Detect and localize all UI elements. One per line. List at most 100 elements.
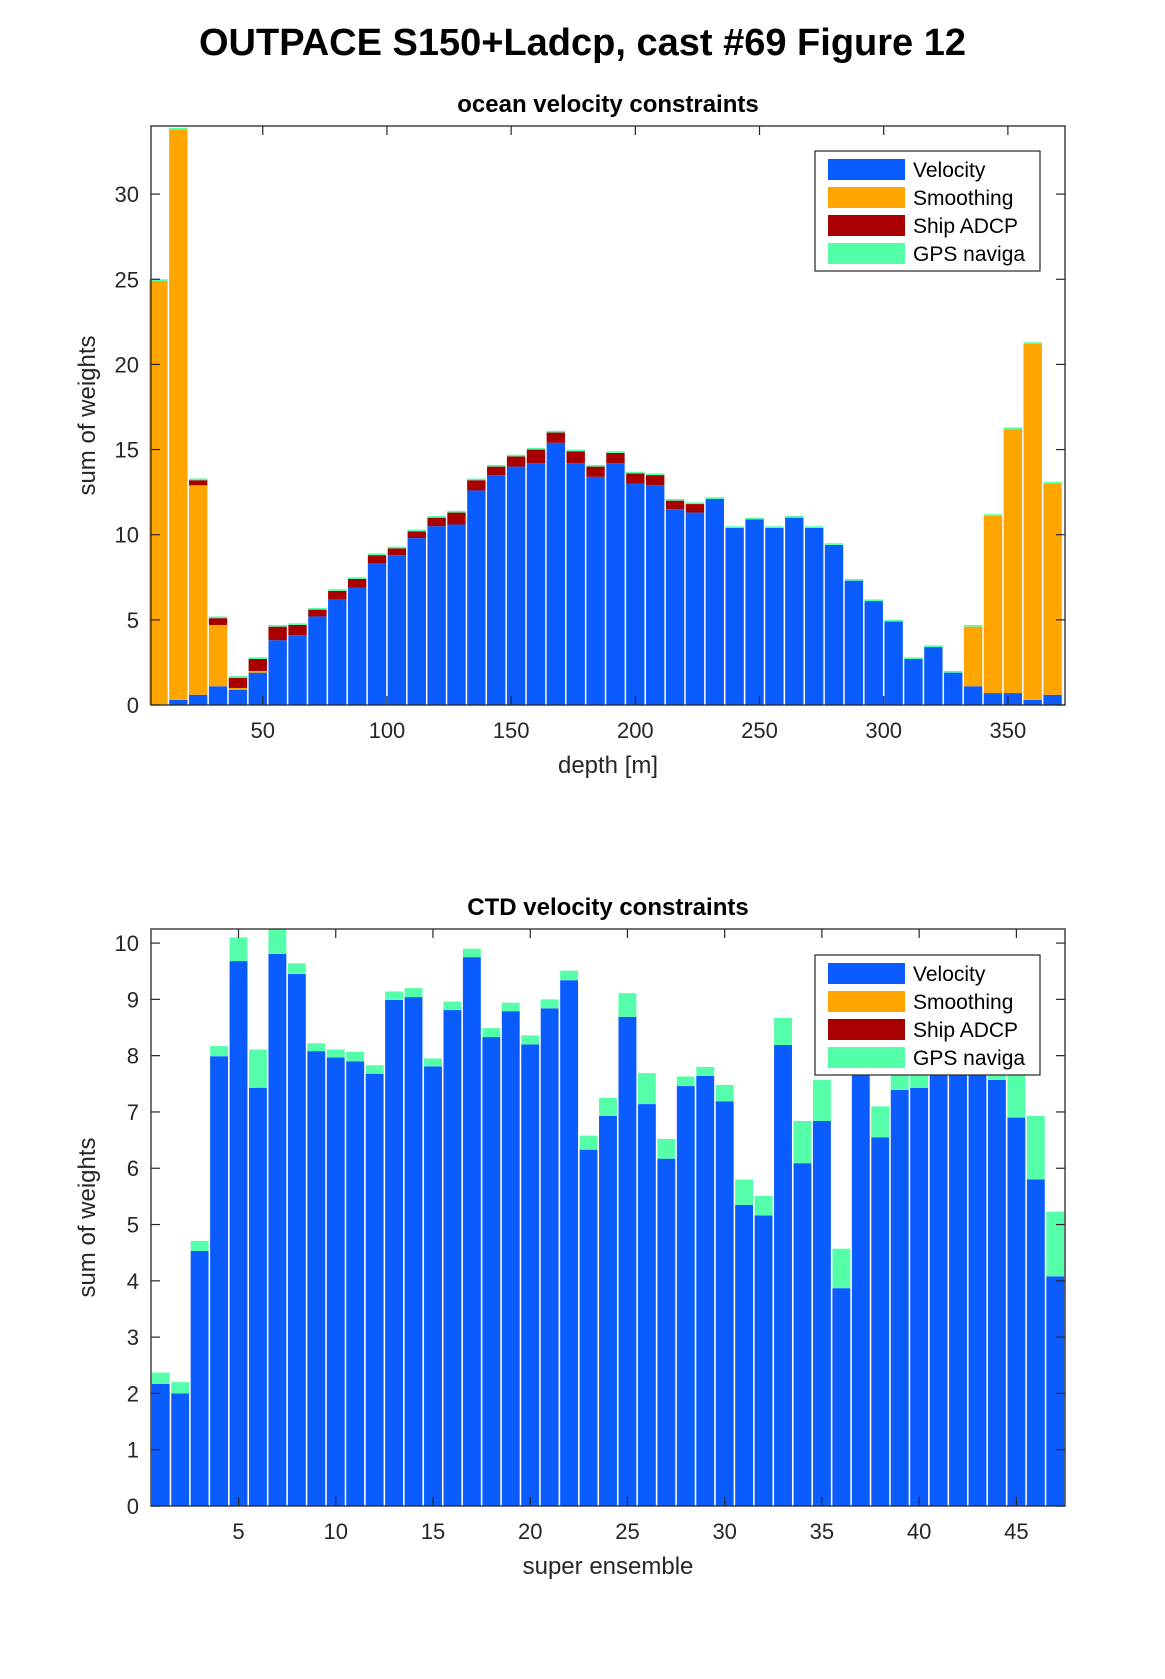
y-axis-label: sum of weights bbox=[74, 1137, 101, 1297]
bar-segment-smoothing bbox=[169, 129, 188, 700]
bar-segment-velocity bbox=[347, 587, 367, 705]
y-tick-label: 5 bbox=[127, 608, 139, 633]
x-tick-label: 45 bbox=[1004, 1519, 1028, 1544]
bar-segment-velocity bbox=[1043, 694, 1062, 705]
bar-segment-ship-adcp bbox=[626, 473, 645, 484]
bar-segment-velocity bbox=[189, 694, 208, 705]
bar-segment-velocity bbox=[832, 1288, 851, 1506]
x-tick-label: 100 bbox=[369, 718, 406, 743]
bar-segment-gps-naviga bbox=[268, 929, 287, 954]
bar-segment-gps-naviga bbox=[208, 616, 228, 619]
bar-segment-velocity bbox=[249, 1087, 267, 1506]
legend-swatch bbox=[828, 159, 905, 180]
bar-segment-ship-adcp bbox=[328, 590, 347, 600]
bar-segment-gps-naviga bbox=[793, 1120, 812, 1164]
bar-segment-velocity bbox=[929, 1061, 948, 1506]
bar-segment-gps-naviga bbox=[482, 1028, 501, 1038]
bar-segment-velocity bbox=[754, 1215, 773, 1506]
bar-segment-gps-naviga bbox=[268, 624, 287, 627]
bar-segment-velocity bbox=[287, 974, 306, 1506]
bar-segment-gps-naviga bbox=[646, 473, 665, 476]
legend-label: Smoothing bbox=[913, 991, 1013, 1014]
bar-segment-gps-naviga bbox=[904, 657, 923, 660]
legend-label: GPS naviga bbox=[913, 1047, 1025, 1070]
bar-segment-velocity bbox=[208, 686, 228, 705]
bar-segment-gps-naviga bbox=[328, 589, 347, 591]
bar-segment-gps-naviga bbox=[637, 1073, 656, 1105]
bar-segment-gps-naviga bbox=[676, 1076, 695, 1087]
bar-segment-gps-naviga bbox=[407, 529, 426, 532]
bar-segment-velocity bbox=[646, 485, 665, 705]
bar-segment-velocity bbox=[904, 659, 923, 705]
bar-segment-gps-naviga bbox=[599, 1097, 617, 1116]
bar-segment-velocity bbox=[725, 527, 744, 705]
bar-segment-velocity bbox=[696, 1075, 715, 1506]
bar-segment-gps-naviga bbox=[754, 1195, 773, 1216]
bar-segment-ship-adcp bbox=[665, 500, 685, 510]
bar-segment-gps-naviga bbox=[618, 993, 637, 1017]
bar-segment-ship-adcp bbox=[347, 578, 367, 588]
bar-segment-ship-adcp bbox=[606, 452, 625, 464]
y-tick-label: 10 bbox=[115, 523, 139, 548]
bar-segment-velocity bbox=[210, 1056, 229, 1506]
bar-segment-gps-naviga bbox=[685, 502, 705, 505]
legend-label: Ship ADCP bbox=[913, 215, 1018, 238]
bar-segment-velocity bbox=[851, 1061, 870, 1506]
bar-segment-gps-naviga bbox=[696, 1066, 715, 1076]
bar-segment-gps-naviga bbox=[210, 1046, 229, 1057]
bar-segment-gps-naviga bbox=[1043, 481, 1062, 484]
bar-segment-velocity bbox=[968, 1061, 987, 1506]
bar-segment-gps-naviga bbox=[606, 451, 625, 453]
bar-segment-ship-adcp bbox=[407, 531, 426, 539]
bar-segment-gps-naviga bbox=[1046, 1211, 1065, 1277]
bar-segment-gps-naviga bbox=[467, 478, 486, 481]
bar-segment-ship-adcp bbox=[447, 512, 466, 525]
bar-segment-velocity bbox=[248, 672, 267, 705]
bar-segment-velocity bbox=[626, 483, 645, 705]
y-tick-label: 10 bbox=[115, 931, 139, 956]
bar-segment-velocity bbox=[586, 476, 605, 705]
bar-segment-velocity bbox=[774, 1044, 792, 1506]
bar-group bbox=[149, 127, 1062, 705]
x-tick-label: 35 bbox=[810, 1519, 834, 1544]
bar-segment-velocity bbox=[1026, 1179, 1045, 1506]
bar-segment-gps-naviga bbox=[1023, 342, 1042, 344]
chart-title: CTD velocity constraints bbox=[467, 894, 748, 921]
x-tick-label: 150 bbox=[493, 718, 530, 743]
bar-segment-velocity bbox=[447, 524, 466, 705]
bar-segment-smoothing bbox=[1023, 343, 1042, 700]
bar-segment-gps-naviga bbox=[804, 526, 824, 528]
bar-segment-gps-naviga bbox=[705, 497, 724, 499]
bar-segment-ship-adcp bbox=[506, 456, 526, 467]
bar-segment-ship-adcp bbox=[526, 449, 546, 464]
bar-segment-velocity bbox=[367, 563, 387, 705]
bar-segment-velocity bbox=[387, 555, 407, 705]
bar-segment-gps-naviga bbox=[501, 1002, 520, 1012]
bar-segment-velocity bbox=[987, 1079, 1006, 1506]
bar-segment-velocity bbox=[521, 1044, 540, 1506]
legend-swatch bbox=[828, 187, 905, 208]
bar-segment-gps-naviga bbox=[346, 1051, 365, 1062]
bar-segment-velocity bbox=[983, 693, 1003, 705]
bar-segment-velocity bbox=[765, 527, 784, 705]
y-tick-label: 15 bbox=[115, 438, 139, 463]
bar-segment-gps-naviga bbox=[844, 578, 864, 581]
bar-segment-gps-naviga bbox=[824, 543, 844, 545]
bar-segment-ship-adcp bbox=[646, 475, 665, 486]
bar-segment-gps-naviga bbox=[832, 1248, 851, 1289]
legend-label: Velocity bbox=[913, 963, 986, 986]
bar-segment-velocity bbox=[407, 538, 426, 705]
bar-segment-velocity bbox=[705, 498, 724, 705]
chart-title: ocean velocity constraints bbox=[457, 91, 758, 118]
bar-segment-ship-adcp bbox=[367, 555, 387, 564]
bar-segment-gps-naviga bbox=[1026, 1115, 1045, 1180]
bar-segment-velocity bbox=[1007, 1117, 1026, 1506]
bar-segment-velocity bbox=[307, 1051, 326, 1506]
bar-segment-velocity bbox=[268, 640, 287, 705]
bar-segment-velocity bbox=[328, 599, 347, 705]
bar-segment-velocity bbox=[864, 601, 883, 705]
bar-segment-gps-naviga bbox=[735, 1179, 754, 1205]
bar-segment-velocity bbox=[424, 1066, 442, 1506]
axes-box bbox=[150, 125, 1066, 706]
bar-segment-velocity bbox=[467, 490, 486, 705]
